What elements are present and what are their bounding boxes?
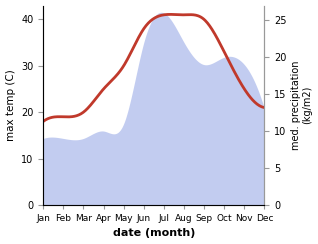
Y-axis label: max temp (C): max temp (C)	[5, 69, 16, 141]
X-axis label: date (month): date (month)	[113, 228, 195, 238]
Y-axis label: med. precipitation
(kg/m2): med. precipitation (kg/m2)	[291, 61, 313, 150]
